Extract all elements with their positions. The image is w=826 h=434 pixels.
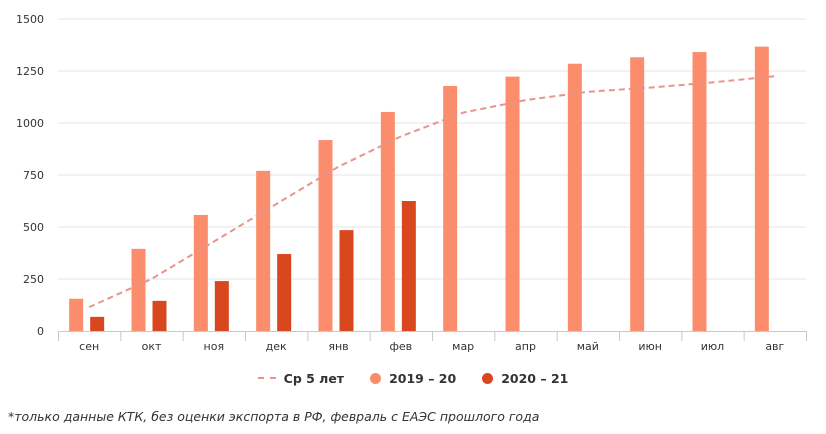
x-tick-label: сен — [79, 340, 99, 353]
bar-2019-20 — [318, 140, 333, 331]
legend-item-2019-20[interactable]: 2019 – 20 — [370, 371, 456, 386]
x-tick-label: май — [577, 340, 599, 353]
bar-2019-20 — [443, 85, 458, 331]
bar-2019-20 — [567, 63, 582, 331]
gridlines — [58, 18, 806, 280]
bar-2019-20 — [380, 111, 395, 331]
x-axis-ticks: сен окт ноя дек янв фев мар апр май июн июл авг — [79, 340, 784, 353]
y-tick-label: 1500 — [16, 13, 44, 26]
legend-label-2020-21: 2020 – 21 — [501, 370, 569, 386]
x-tick-label: июл — [701, 340, 724, 353]
bar-2019-20 — [69, 298, 84, 331]
bar-2019-20 — [505, 76, 520, 331]
bar-2019-20 — [754, 46, 769, 331]
x-tick-label: авг — [765, 340, 784, 353]
legend-label-2019-20: 2019 – 20 — [389, 370, 457, 386]
y-axis-ticks: 0 250 500 750 1000 1250 1500 — [16, 13, 44, 338]
bar-2019-20 — [630, 57, 645, 331]
x-axis — [58, 331, 807, 341]
y-tick-label: 1000 — [16, 117, 44, 130]
y-tick-label: 0 — [37, 325, 44, 338]
y-tick-label: 750 — [23, 169, 44, 182]
y-tick-label: 500 — [23, 221, 44, 234]
x-tick-label: фев — [390, 340, 413, 353]
x-tick-label: мар — [452, 340, 474, 353]
y-tick-label: 1250 — [16, 65, 44, 78]
footnote: *только данные КТК, без оценки экспорта … — [8, 409, 540, 424]
x-tick-label: ноя — [204, 340, 225, 353]
bar-2019-20 — [131, 248, 146, 331]
bar-2019-20 — [193, 214, 208, 331]
bar-2020-21 — [401, 201, 416, 331]
bar-2019-20 — [692, 52, 707, 332]
avg-5y-line — [88, 75, 775, 309]
x-tick-label: янв — [328, 340, 348, 353]
legend-dash-marker — [257, 377, 276, 379]
bar-2020-21 — [152, 300, 167, 331]
legend-label-avg: Ср 5 лет — [283, 370, 345, 386]
bar-2020-21 — [277, 254, 292, 331]
chart-area: 0 250 500 750 1000 1250 1500 сен окт ноя дек янв фе… — [16, 13, 807, 353]
y-tick-label: 250 — [23, 273, 44, 286]
legend-dot-marker — [370, 372, 382, 384]
bar-2020-21 — [339, 230, 354, 331]
legend-item-2020-21[interactable]: 2020 – 21 — [482, 371, 568, 386]
bar-2020-21 — [90, 316, 105, 331]
x-tick-label: дек — [266, 340, 287, 353]
bar-2020-21 — [214, 281, 229, 331]
legend-item-avg[interactable]: Ср 5 лет — [257, 370, 345, 386]
x-tick-label: апр — [515, 340, 536, 353]
bar-2019-20 — [256, 170, 271, 331]
x-tick-label: окт — [142, 340, 162, 353]
x-tick-label: июн — [638, 340, 662, 353]
bars — [69, 46, 769, 332]
legend-dot-marker — [482, 372, 494, 384]
legend: Ср 5 лет 2019 – 20 2020 – 21 — [0, 366, 826, 390]
